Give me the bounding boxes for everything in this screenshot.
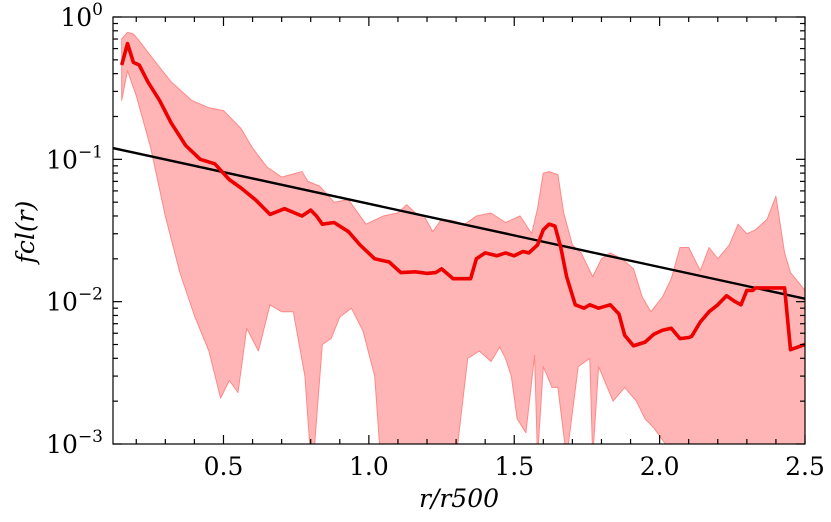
axis-ticks: 0.5 1.0 1.5 2.0 2.5 100 10−1 10−2 10−3 [46,0,825,481]
plot-frame [112,16,806,445]
x-tick-label: 2.0 [640,452,680,481]
x-tick-label: 0.5 [204,452,244,481]
y-tick-label: 10−2 [46,285,103,317]
fit-line [113,146,805,300]
plot-area: 0.5 1.0 1.5 2.0 2.5 100 10−1 10−2 10−3 [46,0,825,481]
y-tick-label: 100 [60,0,103,32]
y-tick-label: 10−3 [46,427,103,459]
median-line [119,41,805,352]
x-tick-label: 1.0 [349,452,389,481]
confidence-band [121,31,805,444]
x-axis-label: r/r500 [419,484,499,513]
y-axis-label: fcl(r) [11,201,40,266]
y-tick-label: 10−1 [46,142,103,174]
x-tick-label: 2.5 [785,452,825,481]
x-tick-label: 1.5 [494,452,534,481]
